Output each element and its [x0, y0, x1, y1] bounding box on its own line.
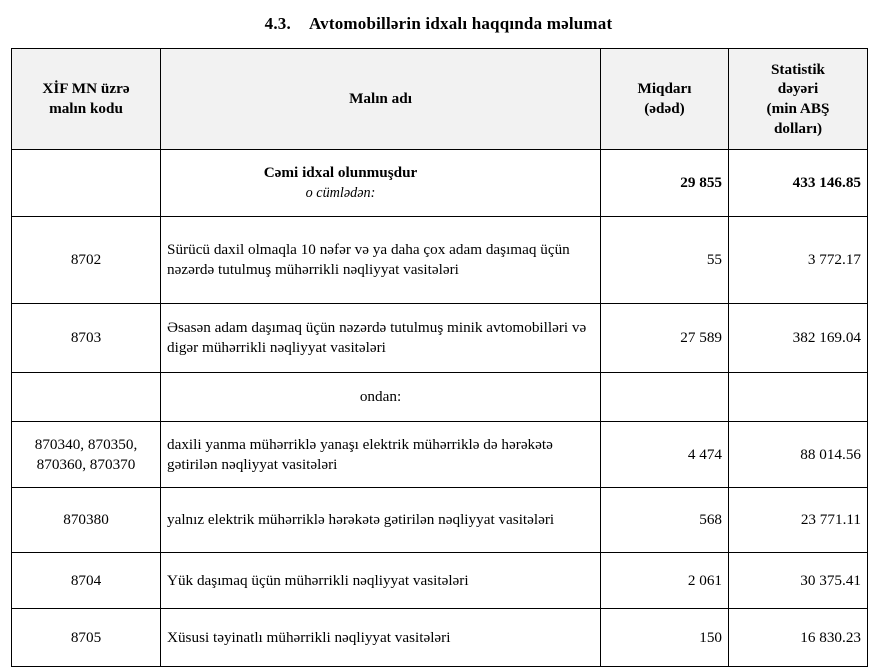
cell-code-line1: 870340, 870350, [34, 435, 138, 453]
table-row: 870340, 870350, 870360, 870370 daxili ya… [11, 421, 868, 488]
cell-quantity: 55 [600, 216, 729, 304]
column-header-quantity-line2: (ədəd) [644, 100, 685, 117]
table-row: 870380 yalnız elektrik mühərriklə hərəkə… [11, 487, 868, 553]
page-title: 4.3. Avtomobillərin idxalı haqqında məlum… [0, 0, 877, 34]
table-row: 8702 Sürücü daxil olmaqla 10 nəfər və ya… [11, 216, 868, 304]
cell-name: Cəmi idxal olunmuşdur o cümlədən: [160, 149, 601, 217]
column-header-quantity-line1: Miqdarı [637, 80, 692, 98]
cell-code: 8704 [11, 552, 161, 609]
cell-quantity [600, 372, 729, 422]
table-row: 8704 Yük daşımaq üçün mühərrikli nəqliyy… [11, 552, 868, 609]
table-row: Cəmi idxal olunmuşdur o cümlədən: 29 855… [11, 149, 868, 217]
column-header-value-line1: Statistik [770, 60, 825, 78]
cell-code-line2: 870360, 870370 [36, 455, 136, 473]
table-row: 8705 Xüsusi təyinatlı mühərrikli nəqliyy… [11, 608, 868, 667]
cell-value: 88 014.56 [728, 421, 868, 488]
column-header-value: Statistik dəyəri (min ABŞ dolları) [728, 48, 868, 150]
cell-value: 16 830.23 [728, 608, 868, 667]
cell-value: 23 771.11 [728, 487, 868, 553]
total-sublabel: o cümlədən: [305, 185, 376, 202]
cell-code [11, 372, 161, 422]
table-row: ondan: [11, 372, 868, 422]
section-title: Avtomobillərin idxalı haqqında məlumat [308, 14, 613, 33]
import-statistics-table: XİF MN üzrə malın kodu Malın adı Miqdarı… [11, 48, 868, 667]
import-statistics-table-wrapper: XİF MN üzrə malın kodu Malın adı Miqdarı… [11, 48, 868, 667]
cell-quantity: 27 589 [600, 303, 729, 373]
column-header-quantity: Miqdarı (ədəd) [600, 48, 729, 150]
cell-quantity: 4 474 [600, 421, 729, 488]
column-header-value-line4: dolları) [773, 119, 823, 137]
cell-value: 30 375.41 [728, 552, 868, 609]
section-number: 4.3. [264, 14, 291, 33]
column-header-code: XİF MN üzrə malın kodu [11, 48, 161, 150]
cell-quantity: 2 061 [600, 552, 729, 609]
cell-name: Xüsusi təyinatlı mühərrikli nəqliyyat va… [160, 608, 601, 667]
cell-value: 382 169.04 [728, 303, 868, 373]
cell-code: 8705 [11, 608, 161, 667]
column-header-value-line2: dəyəri [777, 80, 819, 98]
total-label: Cəmi idxal olunmuşdur [263, 164, 418, 182]
column-header-code-line1: XİF MN üzrə [42, 80, 130, 98]
cell-value: 3 772.17 [728, 216, 868, 304]
column-header-code-line2: malın kodu [49, 100, 123, 117]
cell-code: 870380 [11, 487, 161, 553]
cell-quantity: 29 855 [600, 149, 729, 217]
table-header-row: XİF MN üzrə malın kodu Malın adı Miqdarı… [11, 48, 868, 150]
table-body: Cəmi idxal olunmuşdur o cümlədən: 29 855… [11, 149, 868, 667]
cell-quantity: 568 [600, 487, 729, 553]
cell-value [728, 372, 868, 422]
cell-name: ondan: [160, 372, 601, 422]
table-row: 8703 Əsasən adam daşımaq üçün nəzərdə tu… [11, 303, 868, 373]
column-header-name: Malın adı [160, 48, 601, 150]
cell-name: daxili yanma mühərriklə yanaşı elektrik … [160, 421, 601, 488]
cell-code: 8702 [11, 216, 161, 304]
cell-name: Yük daşımaq üçün mühərrikli nəqliyyat va… [160, 552, 601, 609]
cell-name: Əsasən adam daşımaq üçün nəzərdə tutulmu… [160, 303, 601, 373]
cell-quantity: 150 [600, 608, 729, 667]
column-header-value-line3: (min ABŞ [766, 100, 830, 117]
cell-value: 433 146.85 [728, 149, 868, 217]
cell-name: yalnız elektrik mühərriklə hərəkətə gəti… [160, 487, 601, 553]
cell-code: 8703 [11, 303, 161, 373]
table-header: XİF MN üzrə malın kodu Malın adı Miqdarı… [11, 48, 868, 150]
cell-name: Sürücü daxil olmaqla 10 nəfər və ya daha… [160, 216, 601, 304]
cell-code [11, 149, 161, 217]
cell-code: 870340, 870350, 870360, 870370 [11, 421, 161, 488]
